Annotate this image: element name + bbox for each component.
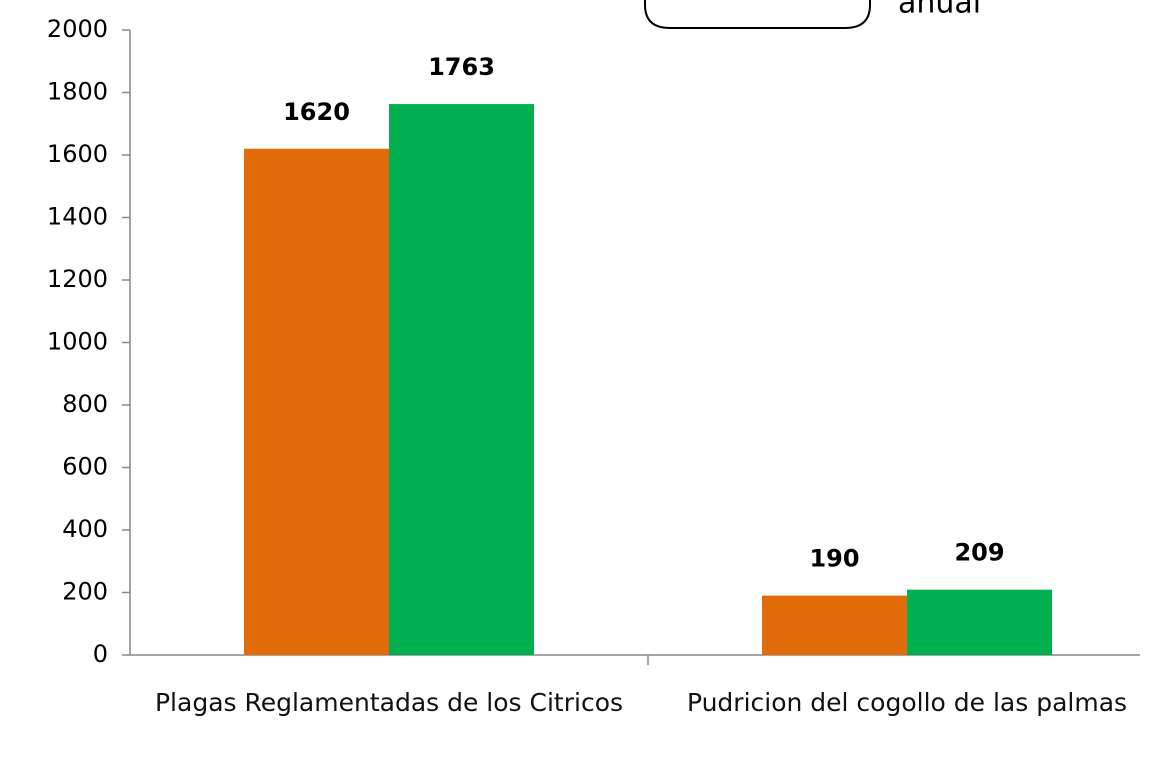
data-label: 190: [809, 545, 859, 573]
annotation: anual: [898, 0, 981, 21]
y-tick-label: 600: [62, 453, 108, 481]
y-tick-label: 2000: [47, 15, 108, 43]
data-label: 1763: [428, 53, 495, 81]
bar: [244, 148, 389, 655]
data-label: 1620: [283, 98, 350, 126]
y-tick-label: 1200: [47, 265, 108, 293]
y-tick-label: 1400: [47, 203, 108, 231]
y-tick-label: 800: [62, 390, 108, 418]
y-tick-label: 1600: [47, 140, 108, 168]
y-tick-label: 200: [62, 578, 108, 606]
y-tick-label: 1000: [47, 328, 108, 356]
bar: [389, 104, 534, 655]
x-tick-label: Pudricion del cogollo de las palmas: [686, 688, 1128, 717]
y-tick-label: 400: [62, 515, 108, 543]
y-tick-label: 0: [93, 640, 108, 668]
y-tick-label: 1800: [47, 78, 108, 106]
data-label: 209: [954, 539, 1004, 567]
bar: [762, 595, 907, 655]
x-tick-label: Plagas Reglamentadas de los Citricos: [154, 688, 624, 717]
bar: [907, 589, 1052, 655]
annotation-box: [644, 0, 871, 29]
